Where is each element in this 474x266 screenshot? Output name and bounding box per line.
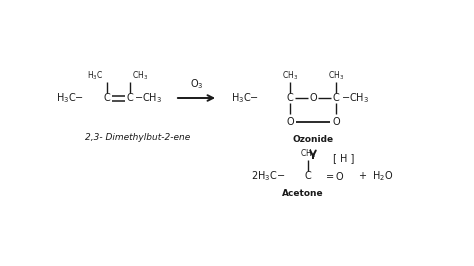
Text: C: C [333, 93, 339, 103]
Text: O: O [286, 117, 294, 127]
Text: $-$CH$_3$: $-$CH$_3$ [134, 91, 162, 105]
Text: CH$_3$: CH$_3$ [300, 148, 316, 160]
Text: $=$O: $=$O [324, 170, 345, 182]
Text: 2H$_3$C$-$: 2H$_3$C$-$ [251, 169, 285, 183]
Text: CH$_3$: CH$_3$ [328, 70, 344, 82]
Text: CH$_3$: CH$_3$ [132, 70, 148, 82]
Text: O: O [332, 117, 340, 127]
Text: CH$_3$: CH$_3$ [282, 70, 298, 82]
Text: C: C [127, 93, 133, 103]
Text: H$_3$C: H$_3$C [87, 70, 103, 82]
Text: C: C [305, 171, 311, 181]
Text: O: O [309, 93, 317, 103]
Text: 2,3- Dimethylbut-2-ene: 2,3- Dimethylbut-2-ene [85, 134, 190, 143]
Text: Ozonide: Ozonide [292, 135, 334, 144]
Text: C: C [287, 93, 293, 103]
Text: [ H ]: [ H ] [333, 153, 355, 163]
Text: O$_3$: O$_3$ [190, 77, 203, 91]
Text: C: C [104, 93, 110, 103]
Text: H$_3$C$-$: H$_3$C$-$ [231, 91, 259, 105]
Text: $-$CH$_3$: $-$CH$_3$ [341, 91, 369, 105]
Text: Acetone: Acetone [282, 189, 324, 198]
Text: $+$  H$_2$O: $+$ H$_2$O [358, 169, 393, 183]
Text: H$_3$C$-$: H$_3$C$-$ [56, 91, 84, 105]
